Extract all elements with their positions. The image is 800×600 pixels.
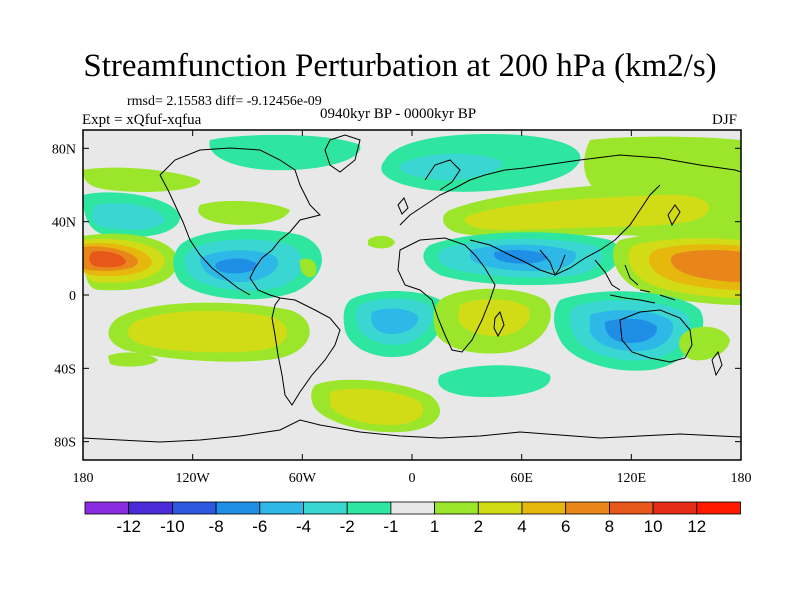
colorbar-box-7 (390, 501, 435, 515)
contour-eurasia-pos2 (464, 194, 709, 230)
contour-south-pacific-pos2 (128, 310, 288, 353)
lon-label-5: 120E (617, 471, 647, 486)
coast-madagascar (493, 310, 505, 338)
colorbar (84, 501, 741, 515)
colorbar-box-1 (128, 501, 173, 515)
colorbar-box-0 (84, 501, 130, 515)
colorbar-box-4 (259, 501, 304, 515)
colorbar-label-11: 8 (605, 517, 614, 536)
coastlines (83, 134, 741, 443)
season-label: DJF (712, 112, 738, 128)
lon-label-6: 180 (731, 471, 752, 486)
contour-central-pacific-pos5 (89, 251, 126, 268)
colorbar-box-11 (565, 501, 610, 515)
colorbar-box-3 (215, 501, 261, 515)
colorbar-labels: -12 -10 -8 -6 -4 -2 -1 1 2 4 6 8 10 12 (116, 517, 706, 536)
colorbar-box-8 (434, 501, 479, 515)
lon-label-2: 60W (289, 471, 317, 486)
contour-small-pos (108, 352, 158, 367)
lat-label-4: 80S (54, 436, 76, 451)
contour-antarctic-pos2 (330, 388, 424, 425)
lon-label-0: 180 (73, 471, 94, 486)
colorbar-label-13: 12 (687, 517, 706, 536)
plot-title: Streamfunction Perturbation at 200 hPa (… (83, 48, 717, 84)
latitude-axis: 80N 40N 0 40S 80S (52, 142, 76, 450)
coast-north-america-west (159, 174, 251, 296)
coast-europe (399, 164, 546, 226)
lon-label-1: 120W (176, 471, 211, 486)
contour-atlantic-pos (368, 235, 395, 249)
coast-british-isles (397, 197, 409, 215)
lat-label-0: 80N (52, 142, 76, 157)
contour-south-africa-pos2 (458, 299, 530, 337)
colorbar-label-4: -4 (296, 517, 311, 536)
longitude-axis: 180 120W 60W 0 60E 120E 180 (73, 471, 752, 486)
period-label: 0940kyr BP - 0000kyr BP (320, 106, 477, 122)
contour-southern-ocean-neg (438, 365, 551, 398)
colorbar-label-6: -1 (383, 517, 398, 536)
contour-greenland-pos (198, 200, 290, 225)
contour-east-pos (679, 326, 730, 361)
colorbar-label-7: 1 (430, 517, 439, 536)
contour-west-atlantic-pos (299, 258, 317, 278)
coast-australia (619, 309, 693, 363)
colorbar-box-5 (303, 501, 348, 515)
colorbar-box-10 (521, 501, 567, 515)
colorbar-label-1: -10 (160, 517, 185, 536)
lon-label-3: 0 (409, 471, 416, 486)
colorbar-box-2 (171, 501, 217, 515)
coast-japan (667, 204, 681, 227)
colorbar-label-12: 10 (644, 517, 663, 536)
contour-north-atlantic-neg2 (399, 153, 502, 181)
coast-antarctica (83, 419, 741, 443)
colorbar-box-9 (477, 501, 523, 515)
colorbar-label-10: 6 (561, 517, 570, 536)
coast-indonesia (609, 289, 676, 304)
contour-west-pacific-pos4 (670, 250, 741, 282)
colorbar-label-9: 4 (517, 517, 526, 536)
colorbar-box-6 (346, 501, 392, 515)
contour-arctic-west-pos (83, 167, 201, 192)
axis-ticks (82, 130, 742, 460)
contour-mexico-neg4 (215, 258, 258, 274)
coast-north-america (159, 147, 321, 299)
coast-south-america (271, 297, 341, 406)
colorbar-box-12 (609, 501, 654, 515)
coast-asia (469, 154, 741, 276)
coast-new-zealand (711, 350, 723, 377)
lat-label-1: 40N (52, 216, 76, 231)
lat-label-3: 40S (54, 362, 76, 377)
colorbar-label-2: -8 (209, 517, 224, 536)
contour-north-pacific-neg2 (91, 203, 165, 230)
colorbar-box-13 (652, 501, 698, 515)
coast-scandinavia (424, 159, 461, 191)
coast-southeast-asia (594, 259, 639, 291)
lon-label-4: 60E (510, 471, 533, 486)
contour-indian-ocean-neg4 (604, 318, 658, 343)
contour-greenland-neg (209, 134, 361, 171)
colorbar-label-5: -2 (340, 517, 355, 536)
coast-greenland (324, 134, 361, 173)
colorbar-label-3: -6 (252, 517, 267, 536)
colorbar-label-8: 2 (474, 517, 483, 536)
lat-label-2: 0 (69, 289, 76, 304)
experiment-label: Expt = xQfuf-xqfua (82, 112, 202, 128)
coast-africa (397, 237, 496, 353)
contour-south-atlantic-neg3 (371, 308, 419, 334)
coast-india (539, 249, 566, 277)
colorbar-box-14 (696, 501, 741, 515)
statistics-text: rmsd= 2.15583 diff= -9.12456e-09 (127, 94, 322, 109)
colorbar-label-0: -12 (116, 517, 141, 536)
